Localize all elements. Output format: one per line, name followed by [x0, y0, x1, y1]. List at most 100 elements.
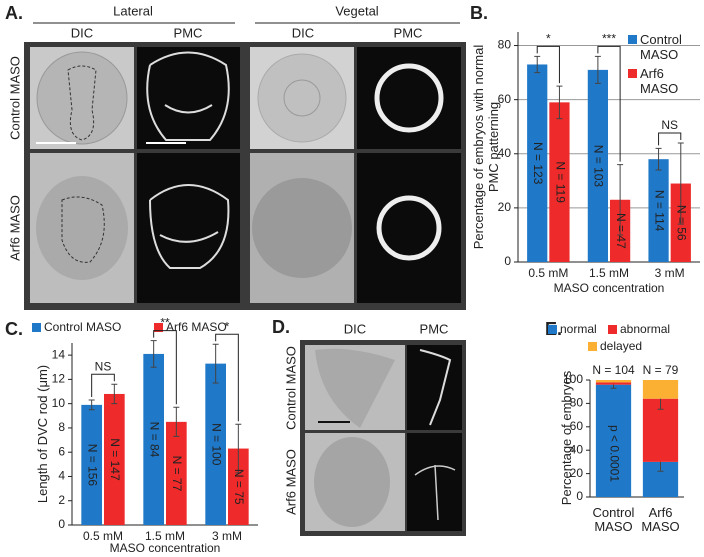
y-tick-label: 80 [570, 396, 584, 410]
significance-bracket [215, 333, 239, 422]
legend-swatch [628, 69, 637, 78]
annotation: p < 0.0001 [607, 425, 621, 482]
pmc-pattern [376, 195, 442, 261]
panel-label: D. [272, 317, 290, 337]
x-axis-label: MASO concentration [554, 281, 665, 295]
n-label: N = 77 [170, 456, 184, 492]
bar [587, 69, 608, 262]
column-label: DIC [344, 321, 366, 336]
panel-label: A. [5, 3, 23, 23]
bar [143, 353, 164, 525]
significance-bracket [597, 45, 621, 162]
y-axis-label: Percentage of embryos [558, 370, 574, 506]
n-label: N = 123 [531, 142, 545, 185]
significance-bracket [658, 132, 682, 146]
n-label: N = 100 [209, 423, 223, 466]
micrograph [137, 153, 240, 303]
pmc-pattern [419, 349, 452, 426]
bar [166, 421, 187, 525]
embryo [314, 437, 390, 527]
error-bar [534, 55, 541, 74]
bar [228, 448, 249, 525]
legend-label: abnormal [620, 322, 670, 336]
panel-label: B. [470, 3, 488, 23]
bar-segment [595, 380, 632, 383]
legend-swatch [32, 323, 41, 332]
significance-label: ** [160, 316, 170, 330]
x-tick-label: 1.5 mM [589, 266, 629, 280]
x-tick-label: 3 mM [212, 529, 242, 543]
y-tick-label: 2 [58, 493, 65, 507]
significance-label: NS [661, 118, 678, 132]
n-label: N = 114 [652, 190, 666, 232]
outline [67, 65, 97, 141]
row-label: Arf6 MASO [7, 195, 22, 261]
error-bar [173, 406, 180, 437]
x-tick-label: 1.5 mM [145, 529, 185, 543]
micrograph [357, 153, 461, 303]
x-tick-label: 0.5 mM [528, 266, 568, 280]
bar-segment [595, 382, 632, 385]
bar [205, 363, 226, 525]
error-bar [111, 383, 118, 405]
x-tick-label: Control MASO [592, 505, 635, 534]
bar [527, 64, 548, 263]
n-label: N = 104 [592, 363, 635, 377]
y-tick-label: 12 [52, 372, 66, 386]
significance-label: *** [602, 32, 616, 46]
error-bar [677, 142, 684, 225]
micrograph [357, 47, 461, 149]
significance-bracket [91, 373, 115, 398]
y-axis-label: Length of DVC rod (μm) [34, 364, 50, 504]
embryo-ring [283, 79, 321, 117]
y-tick-label: 60 [498, 92, 512, 106]
legend-swatch [588, 342, 597, 351]
row-label: Arf6 MASO [283, 449, 298, 515]
error-bar [617, 164, 624, 236]
significance-label: * [225, 319, 230, 333]
embryo [36, 51, 128, 145]
outline [61, 196, 105, 263]
group-title: Lateral [113, 3, 153, 18]
embryo [257, 53, 347, 143]
legend-swatch [628, 35, 637, 44]
n-label: N = 156 [85, 444, 99, 487]
group-title: Vegetal [335, 3, 378, 18]
y-tick-label: 0 [576, 489, 583, 503]
n-label: N = 84 [147, 422, 161, 458]
y-tick-label: 6 [58, 444, 65, 458]
n-label: N = 79 [643, 363, 679, 377]
embryo [315, 348, 395, 428]
legend-label: normal [560, 322, 597, 336]
bar [81, 404, 102, 525]
significance-bracket [536, 45, 560, 84]
column-label: PMC [394, 25, 423, 40]
y-tick-label: 40 [498, 146, 512, 160]
n-label: N = 56 [675, 205, 689, 241]
column-label: DIC [292, 25, 314, 40]
y-tick-label: 4 [58, 469, 65, 483]
y-tick-label: 20 [570, 466, 584, 480]
y-tick-label: 100 [563, 372, 583, 386]
n-label: N = 47 [614, 213, 628, 249]
y-tick-label: 10 [52, 396, 66, 410]
significance-label: * [546, 32, 551, 46]
y-tick-label: 14 [52, 347, 66, 361]
significance-bracket [153, 330, 177, 405]
error-bar [655, 147, 662, 171]
bar-segment [642, 380, 679, 399]
significance-label: NS [95, 359, 112, 373]
bar-segment [595, 384, 632, 497]
x-tick-label: 3 mM [655, 266, 685, 280]
row-label: Control MASO [283, 346, 298, 430]
x-tick-label: 0.5 mM [83, 529, 123, 543]
bar [104, 393, 125, 525]
column-label: DIC [71, 25, 93, 40]
legend-swatch [548, 325, 557, 334]
y-tick-label: 60 [570, 419, 584, 433]
legend-label: delayed [600, 339, 642, 353]
error-bar [88, 399, 95, 411]
bar [648, 159, 669, 262]
